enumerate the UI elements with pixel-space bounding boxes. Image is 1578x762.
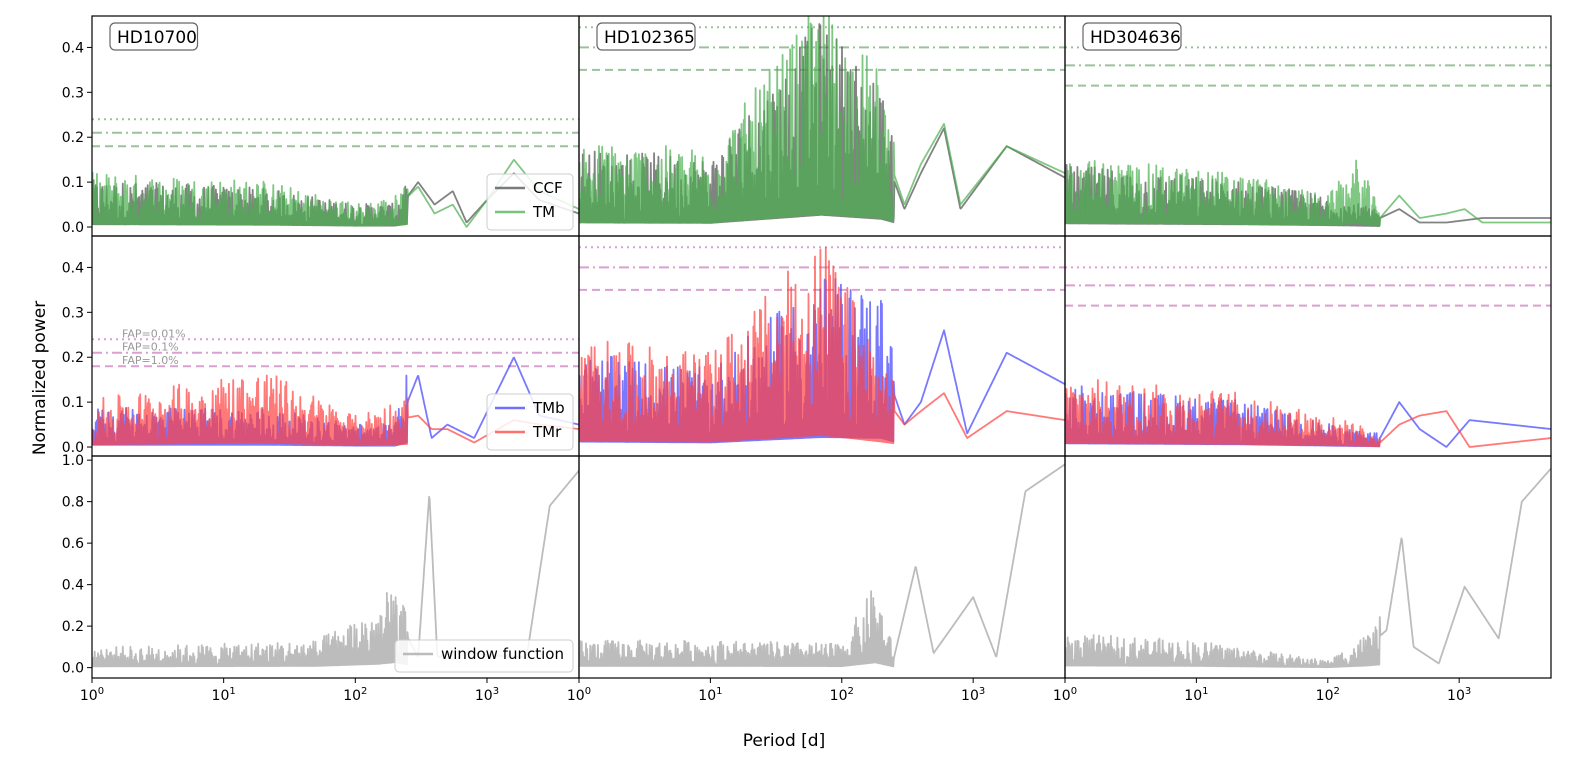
plot-layer: 0.0 0.1 0.2 0.3 0.4 HD10700 CCF TM HD102365 HD304…	[62, 15, 1552, 704]
panel-top-hd304636	[1065, 46, 1551, 228]
series-tm	[1065, 159, 1551, 227]
x-tick-label: 101	[698, 686, 722, 704]
y-tick-label: 0.4	[62, 260, 84, 276]
panel-bottom-hd304636	[1065, 467, 1551, 669]
x-axis-label: Period [d]	[743, 731, 825, 751]
y-tick-label: 0.4	[62, 578, 84, 594]
y-tick-label: 0.2	[62, 350, 84, 366]
y-tick-label: 0.3	[62, 85, 84, 101]
series-tmb	[579, 278, 1065, 444]
fap-label: FAP=0.01%	[122, 327, 186, 340]
y-tick-label: 0.0	[62, 661, 84, 677]
legend-label: window function	[441, 645, 564, 663]
star-label-box	[109, 22, 199, 51]
star-label: HD102365	[604, 28, 695, 48]
y-tick-label: 0.4	[62, 40, 84, 56]
series-window-function	[1065, 467, 1551, 669]
panel-bottom-hd102365	[579, 463, 1065, 668]
x-tick-label: 100	[1053, 686, 1077, 704]
x-tick-label: 101	[1184, 686, 1208, 704]
star-label: HD304636	[1090, 28, 1181, 48]
y-tick-label: 0.8	[62, 495, 84, 511]
y-tick-label: 0.0	[62, 220, 84, 236]
star-label: HD10700	[117, 28, 197, 48]
legend-label: TMr	[532, 423, 562, 441]
y-tick-label: 0.2	[62, 619, 84, 635]
y-tick-label: 0.0	[62, 440, 84, 456]
series-tmr	[579, 246, 1065, 445]
legend-label: CCF	[533, 179, 563, 197]
x-tick-label: 103	[475, 686, 499, 704]
y-tick-label: 0.2	[62, 130, 84, 146]
x-tick-label: 102	[830, 686, 854, 704]
y-tick-label: 1.0	[62, 453, 84, 469]
star-label-box	[1082, 22, 1182, 51]
panel-middle-hd304636	[1065, 266, 1551, 448]
series-window-function	[92, 469, 579, 668]
y-tick-label: 0.6	[62, 536, 84, 552]
x-tick-label: 103	[961, 686, 985, 704]
y-axis-label: Normalized power	[30, 301, 50, 455]
fap-label: FAP=0.1%	[122, 341, 179, 354]
x-tick-label: 101	[212, 686, 236, 704]
series-window-function	[579, 463, 1065, 668]
series-tm	[579, 16, 1065, 224]
x-tick-label: 100	[567, 686, 591, 704]
x-tick-label: 103	[1447, 686, 1471, 704]
x-tick-label: 102	[1316, 686, 1340, 704]
x-tick-label: 102	[343, 686, 367, 704]
legend-box	[394, 639, 574, 673]
panel-frame	[1064, 455, 1552, 679]
legend-label: TMb	[532, 399, 565, 417]
series-tmr	[1065, 379, 1551, 448]
star-label-box	[596, 22, 696, 51]
y-tick-label: 0.1	[62, 395, 84, 411]
fap-label: FAP=1.0%	[122, 354, 179, 367]
panel-bottom-hd10700	[92, 469, 579, 668]
panel-middle-hd102365	[579, 246, 1065, 445]
x-tick-label: 100	[80, 686, 104, 704]
legend-label: TM	[532, 203, 555, 221]
y-tick-label: 0.1	[62, 175, 84, 191]
y-tick-label: 0.3	[62, 305, 84, 321]
